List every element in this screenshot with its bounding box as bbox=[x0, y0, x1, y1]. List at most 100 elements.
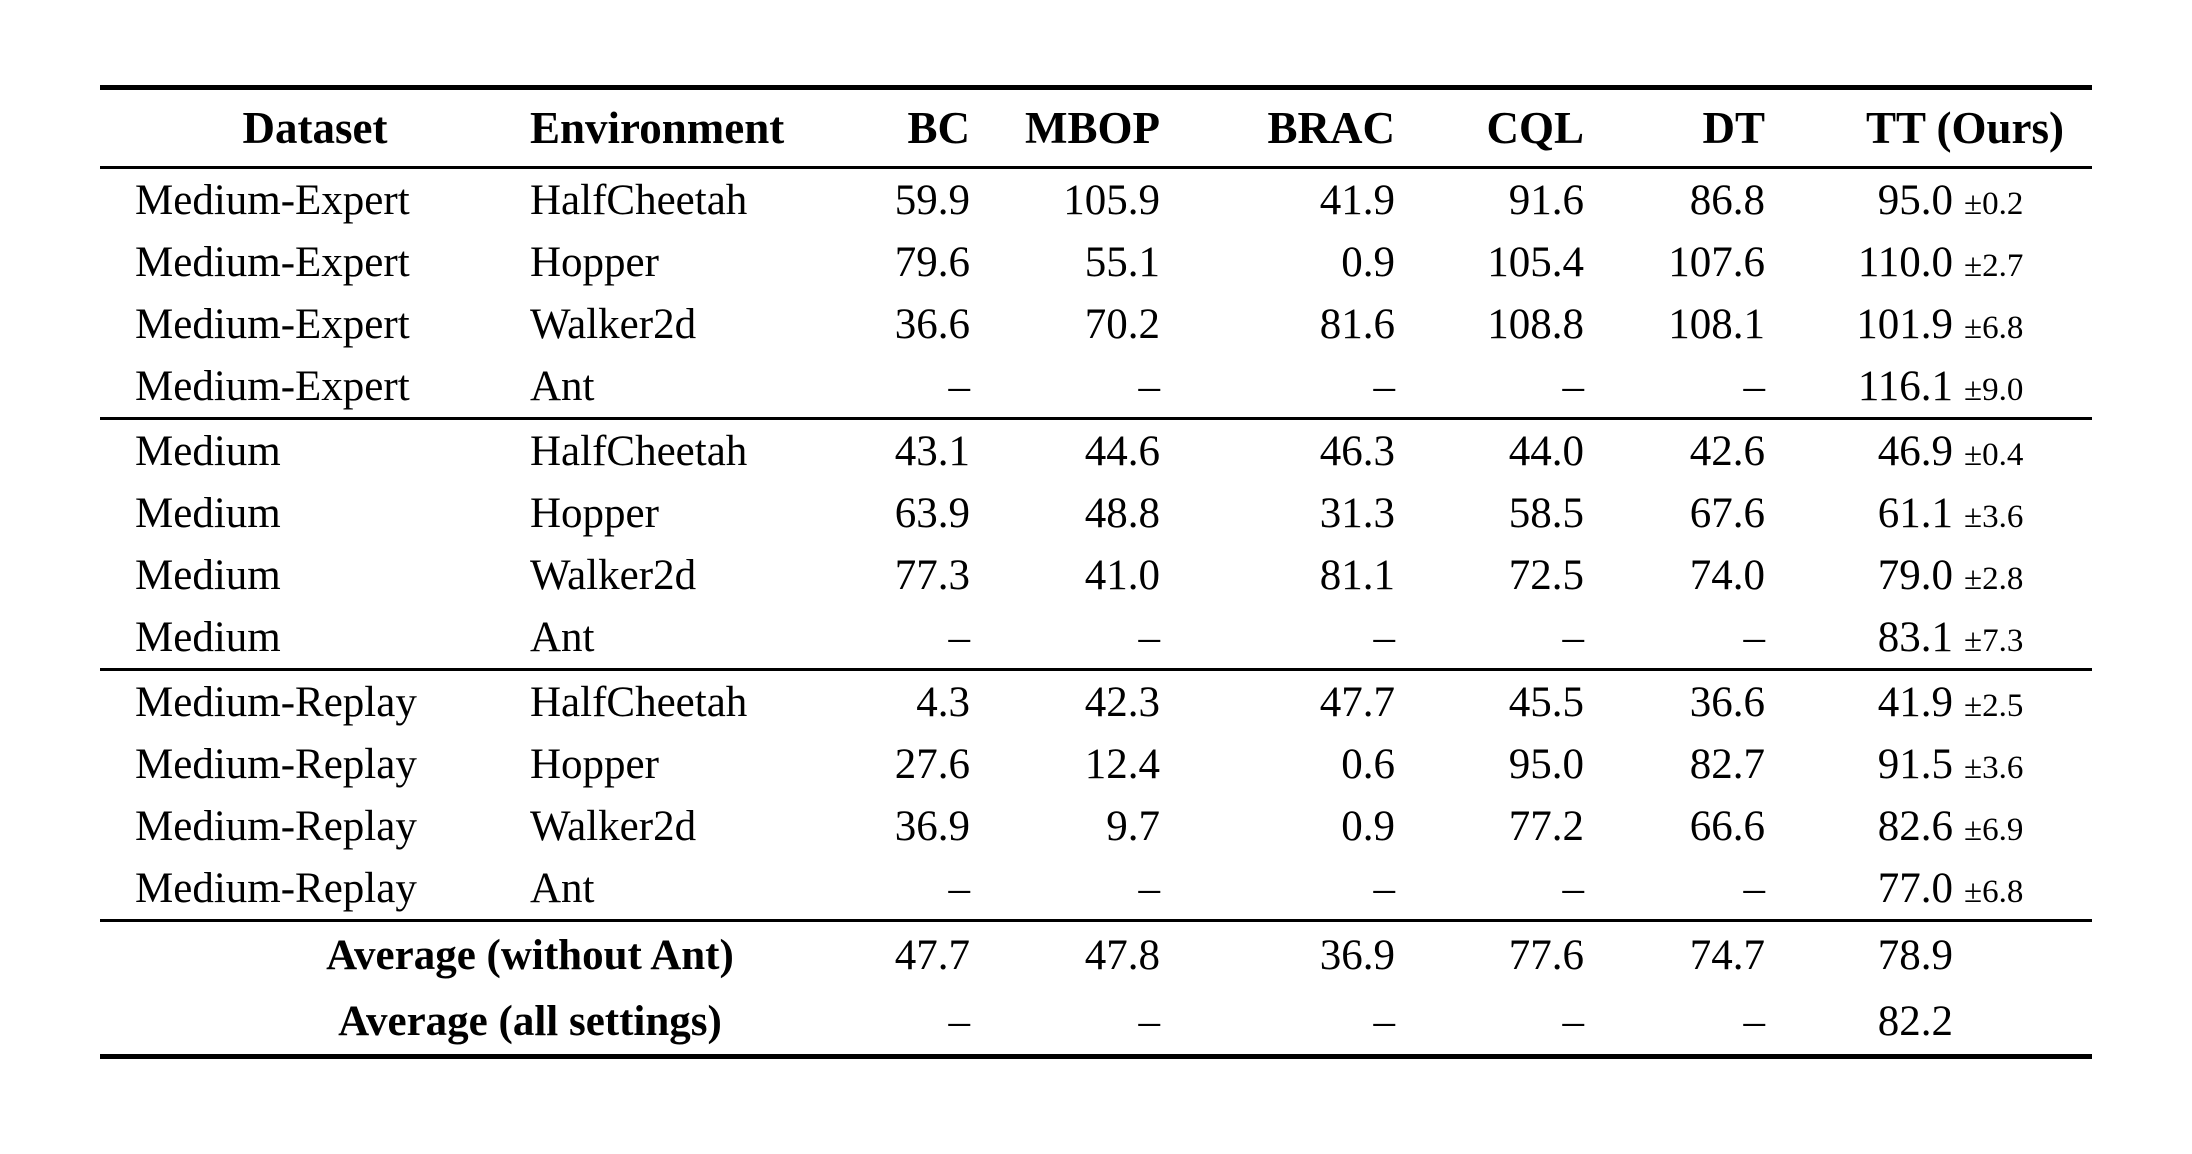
cell-environment: Walker2d bbox=[530, 551, 697, 599]
cell-cql: 72.5 bbox=[1508, 551, 1584, 599]
cell-brac: 36.9 bbox=[1319, 931, 1395, 979]
cell-tt: 83.1 ±7.3 bbox=[1765, 606, 2092, 670]
header-brac: BRAC bbox=[1267, 102, 1395, 153]
cell-dataset: Medium bbox=[135, 427, 281, 475]
tt-value: 78.9 bbox=[1877, 931, 1953, 979]
cell-cql: – bbox=[1562, 997, 1585, 1045]
cell-mbop: 47.8 bbox=[1084, 931, 1160, 979]
cell-bc: 47.7 bbox=[894, 931, 970, 979]
table-row: Medium Hopper 63.9 48.8 31.3 58.5 67.6 61.1 ±3.6 bbox=[100, 482, 2092, 544]
cell-dt: – bbox=[1743, 362, 1766, 410]
cell-cql: 105.4 bbox=[1487, 238, 1584, 286]
cell-dt: – bbox=[1743, 864, 1766, 912]
header-tt-ours: TT (Ours) bbox=[1866, 102, 2064, 153]
table-row: Medium-Replay HalfCheetah 4.3 42.3 47.7 45.5 3… bbox=[100, 670, 2092, 734]
header-mbop: MBOP bbox=[1025, 102, 1160, 153]
tt-value: 46.9 bbox=[1877, 427, 1953, 475]
tt-error: ±2.5 bbox=[1964, 687, 2024, 724]
cell-bc: 59.9 bbox=[894, 176, 970, 224]
cell-bc: – bbox=[948, 997, 971, 1045]
cell-mbop: 9.7 bbox=[1106, 802, 1160, 850]
header-row: Dataset Environment BC MBOP BRAC CQL DT … bbox=[100, 88, 2092, 168]
table-group-medium-replay: Medium-Replay HalfCheetah 4.3 42.3 47.7 45.5 3… bbox=[100, 670, 2092, 921]
cell-environment: Hopper bbox=[530, 238, 659, 286]
cell-tt: 116.1 ±9.0 bbox=[1765, 355, 2092, 419]
cell-dataset: Medium bbox=[135, 613, 281, 661]
tt-value: 61.1 bbox=[1877, 489, 1953, 537]
cell-dt: – bbox=[1743, 613, 1766, 661]
cell-environment: Hopper bbox=[530, 489, 659, 537]
header-cql: CQL bbox=[1486, 102, 1584, 153]
cell-cql: 77.6 bbox=[1508, 931, 1584, 979]
cell-dt: 74.0 bbox=[1689, 551, 1765, 599]
cell-brac: 81.1 bbox=[1319, 551, 1395, 599]
cell-dt: 108.1 bbox=[1668, 300, 1765, 348]
tt-error: ±3.6 bbox=[1964, 749, 2024, 786]
tt-value: 82.2 bbox=[1877, 997, 1953, 1045]
cell-bc: – bbox=[948, 362, 971, 410]
cell-tt: 77.0 ±6.8 bbox=[1765, 857, 2092, 921]
cell-environment: Walker2d bbox=[530, 802, 697, 850]
cell-mbop: 105.9 bbox=[1063, 176, 1160, 224]
cell-tt: 101.9 ±6.8 bbox=[1765, 293, 2092, 355]
summary-row: Average (all settings) – – – – – 82.2 bbox=[100, 988, 2092, 1057]
tt-value: 101.9 bbox=[1856, 300, 1953, 348]
cell-bc: – bbox=[948, 613, 971, 661]
table-row: Medium-Replay Hopper 27.6 12.4 0.6 95.0 82.7 91… bbox=[100, 733, 2092, 795]
header-dataset: Dataset bbox=[242, 102, 388, 153]
cell-brac: 0.9 bbox=[1341, 802, 1395, 850]
cell-tt: 110.0 ±2.7 bbox=[1765, 231, 2092, 293]
cell-brac: 46.3 bbox=[1319, 427, 1395, 475]
header-dt: DT bbox=[1702, 102, 1765, 153]
cell-dt: 42.6 bbox=[1689, 427, 1765, 475]
table-row: Medium-Expert Walker2d 36.6 70.2 81.6 108.8 10… bbox=[100, 293, 2092, 355]
tt-error: ±0.4 bbox=[1964, 436, 2024, 473]
cell-tt: 82.2 bbox=[1765, 988, 2092, 1057]
table-group-medium: Medium HalfCheetah 43.1 44.6 46.3 44.0 42.6 46.… bbox=[100, 419, 2092, 670]
cell-dataset: Medium bbox=[135, 551, 281, 599]
cell-mbop: – bbox=[1138, 864, 1161, 912]
cell-dataset: Medium-Replay bbox=[135, 864, 417, 912]
cell-dt: 36.6 bbox=[1689, 678, 1765, 726]
tt-error: ±2.8 bbox=[1964, 560, 2024, 597]
cell-environment: Walker2d bbox=[530, 300, 697, 348]
cell-bc: 43.1 bbox=[894, 427, 970, 475]
cell-mbop: 42.3 bbox=[1084, 678, 1160, 726]
cell-cql: 108.8 bbox=[1487, 300, 1584, 348]
cell-cql: 95.0 bbox=[1508, 740, 1584, 788]
cell-mbop: 12.4 bbox=[1084, 740, 1160, 788]
cell-dataset: Medium-Replay bbox=[135, 802, 417, 850]
cell-dt: 67.6 bbox=[1689, 489, 1765, 537]
cell-tt: 46.9 ±0.4 bbox=[1765, 419, 2092, 483]
tt-value: 41.9 bbox=[1877, 678, 1953, 726]
tt-value: 116.1 bbox=[1857, 362, 1953, 410]
tt-error: ±7.3 bbox=[1964, 622, 2024, 659]
cell-mbop: 41.0 bbox=[1084, 551, 1160, 599]
cell-bc: 63.9 bbox=[894, 489, 970, 537]
table-row: Medium-Expert HalfCheetah 59.9 105.9 41.9 91.… bbox=[100, 168, 2092, 232]
cell-tt: 79.0 ±2.8 bbox=[1765, 544, 2092, 606]
table-row: Medium-Replay Walker2d 36.9 9.7 0.9 77.2 66.6 8… bbox=[100, 795, 2092, 857]
cell-dataset: Medium-Expert bbox=[135, 176, 410, 224]
cell-dt: 66.6 bbox=[1689, 802, 1765, 850]
cell-mbop: 55.1 bbox=[1084, 238, 1160, 286]
cell-dt: 74.7 bbox=[1689, 931, 1765, 979]
cell-cql: – bbox=[1562, 362, 1585, 410]
cell-dt: – bbox=[1743, 997, 1766, 1045]
cell-bc: 36.9 bbox=[894, 802, 970, 850]
cell-dataset: Medium-Expert bbox=[135, 300, 410, 348]
cell-brac: – bbox=[1373, 613, 1396, 661]
cell-bc: 27.6 bbox=[894, 740, 970, 788]
summary-label: Average (without Ant) bbox=[326, 931, 734, 979]
cell-dataset: Medium-Replay bbox=[135, 740, 417, 788]
results-table: Dataset Environment BC MBOP BRAC CQL DT … bbox=[100, 85, 2092, 1059]
cell-mbop: 70.2 bbox=[1084, 300, 1160, 348]
cell-tt: 78.9 bbox=[1765, 921, 2092, 989]
cell-brac: – bbox=[1373, 362, 1396, 410]
cell-mbop: – bbox=[1138, 613, 1161, 661]
cell-dataset: Medium-Replay bbox=[135, 678, 417, 726]
cell-mbop: – bbox=[1138, 362, 1161, 410]
cell-brac: – bbox=[1373, 997, 1396, 1045]
cell-cql: 58.5 bbox=[1508, 489, 1584, 537]
